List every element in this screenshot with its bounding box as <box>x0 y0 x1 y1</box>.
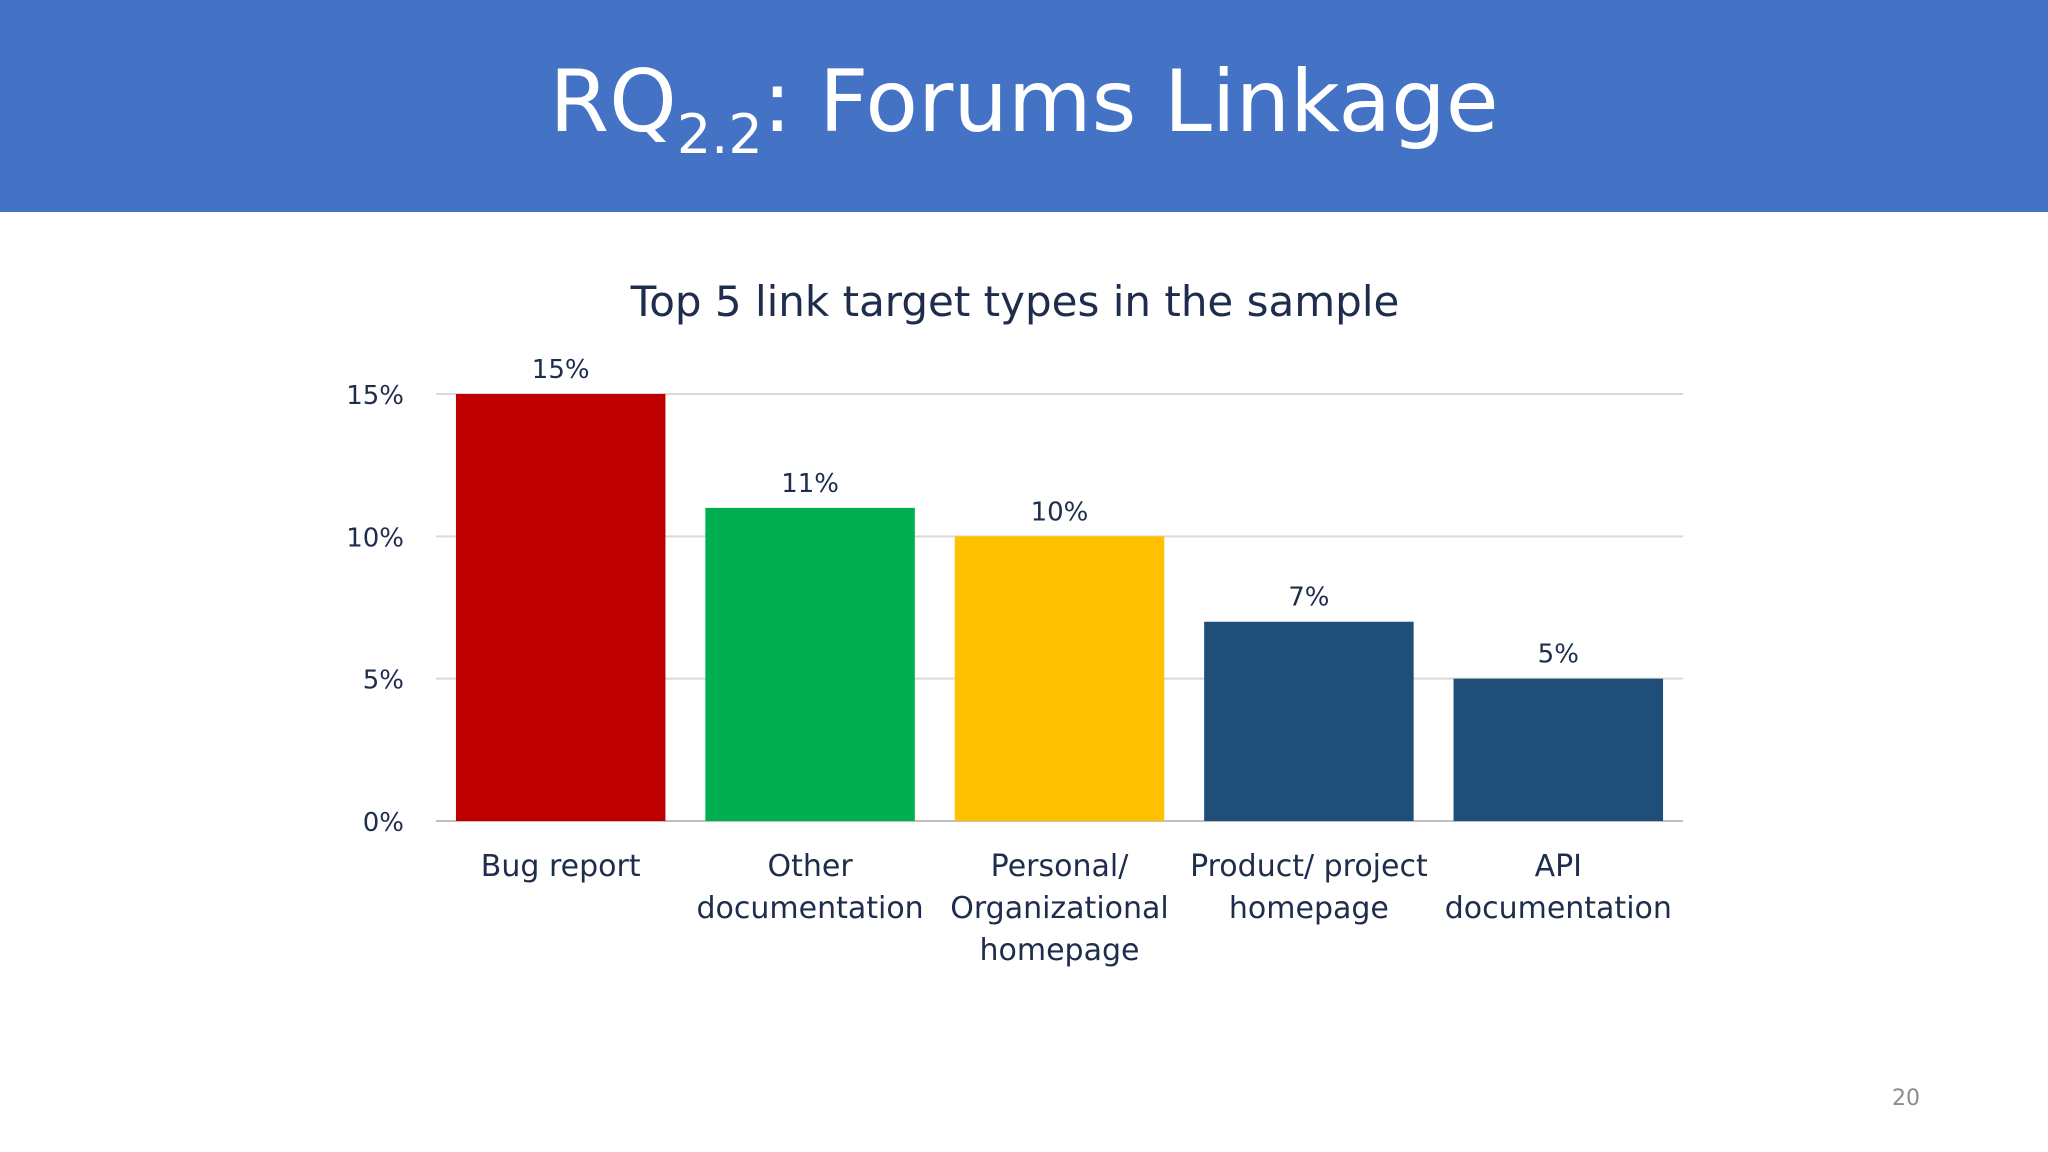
slide-title: RQ2.2: Forums Linkage <box>0 52 2048 162</box>
y-tick-label: 10% <box>346 523 404 553</box>
title-banner <box>0 0 2048 212</box>
slide-title-rest: : Forums Linkage <box>762 52 1499 152</box>
x-tick-label: homepage <box>980 933 1140 968</box>
data-label: 10% <box>1031 497 1089 527</box>
slide-number: 20 <box>1892 1086 1920 1111</box>
y-tick-label: 0% <box>363 808 404 838</box>
y-axis: 0% 5% 10% 15% <box>346 381 404 838</box>
y-tick-label: 5% <box>363 666 404 696</box>
x-tick-label: Product/ project <box>1190 849 1428 884</box>
x-tick-label: documentation <box>1445 891 1672 926</box>
x-axis: Bug report Other documentation Personal/Org… <box>481 849 1672 968</box>
x-tick-label: homepage <box>1229 891 1389 926</box>
data-labels: 15% 11% 10% 7% 5% <box>532 355 1579 670</box>
x-tick-label: Personal/ <box>991 849 1130 884</box>
x-tick-label: Bug report <box>481 849 641 884</box>
x-tick-label: API <box>1535 849 1582 884</box>
bar <box>705 507 915 821</box>
y-tick-label: 15% <box>346 381 404 411</box>
chart-title: Top 5 link target types in the sample <box>630 277 1400 326</box>
data-label: 11% <box>781 469 839 499</box>
data-label: 7% <box>1288 583 1329 613</box>
bar <box>1453 678 1664 821</box>
x-tick-label: Other <box>768 849 854 884</box>
bar <box>455 394 666 821</box>
x-tick-label: Organizational <box>950 891 1169 926</box>
bar <box>954 536 1165 821</box>
data-label: 15% <box>532 355 590 385</box>
data-label: 5% <box>1538 640 1579 670</box>
x-tick-label: documentation <box>696 891 923 926</box>
bar <box>1204 621 1414 821</box>
slide-title-main: RQ <box>549 52 677 152</box>
slide-title-subscript: 2.2 <box>676 103 763 166</box>
bars <box>455 394 1664 821</box>
